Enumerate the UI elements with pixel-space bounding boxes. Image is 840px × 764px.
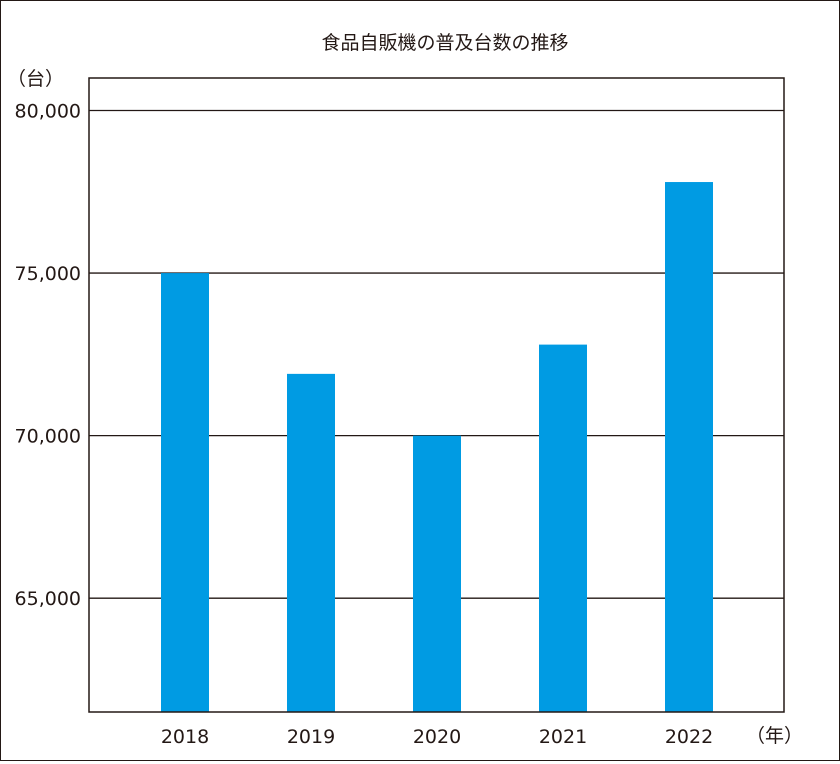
bar-2021 — [539, 344, 587, 712]
chart-title: 食品自販機の普及台数の推移 — [321, 32, 568, 54]
x-tick-label: 2022 — [665, 726, 713, 748]
plot-border — [88, 77, 785, 713]
y-tick-label: 70,000 — [15, 426, 81, 448]
bar-2020 — [413, 435, 461, 712]
x-tick-label: 2019 — [287, 726, 335, 748]
bar-2018 — [161, 273, 209, 712]
y-tick-label: 80,000 — [15, 101, 81, 123]
bar-2022 — [665, 182, 713, 713]
x-tick-label: 2018 — [161, 726, 209, 748]
y-tick-label: 65,000 — [15, 588, 81, 610]
y-tick-label: 75,000 — [15, 263, 81, 285]
tick-label-layer: 65,000 70,000 75,000 80,000 2018 2019 2020 2021… — [15, 101, 714, 748]
bar-2019 — [287, 373, 335, 712]
bar-layer — [161, 182, 713, 713]
x-axis-unit-label: （年） — [746, 725, 803, 747]
x-tick-label: 2021 — [539, 726, 587, 748]
x-tick-label: 2020 — [413, 726, 461, 748]
axis-layer — [88, 77, 785, 713]
y-axis-unit-label: （台） — [7, 68, 64, 90]
